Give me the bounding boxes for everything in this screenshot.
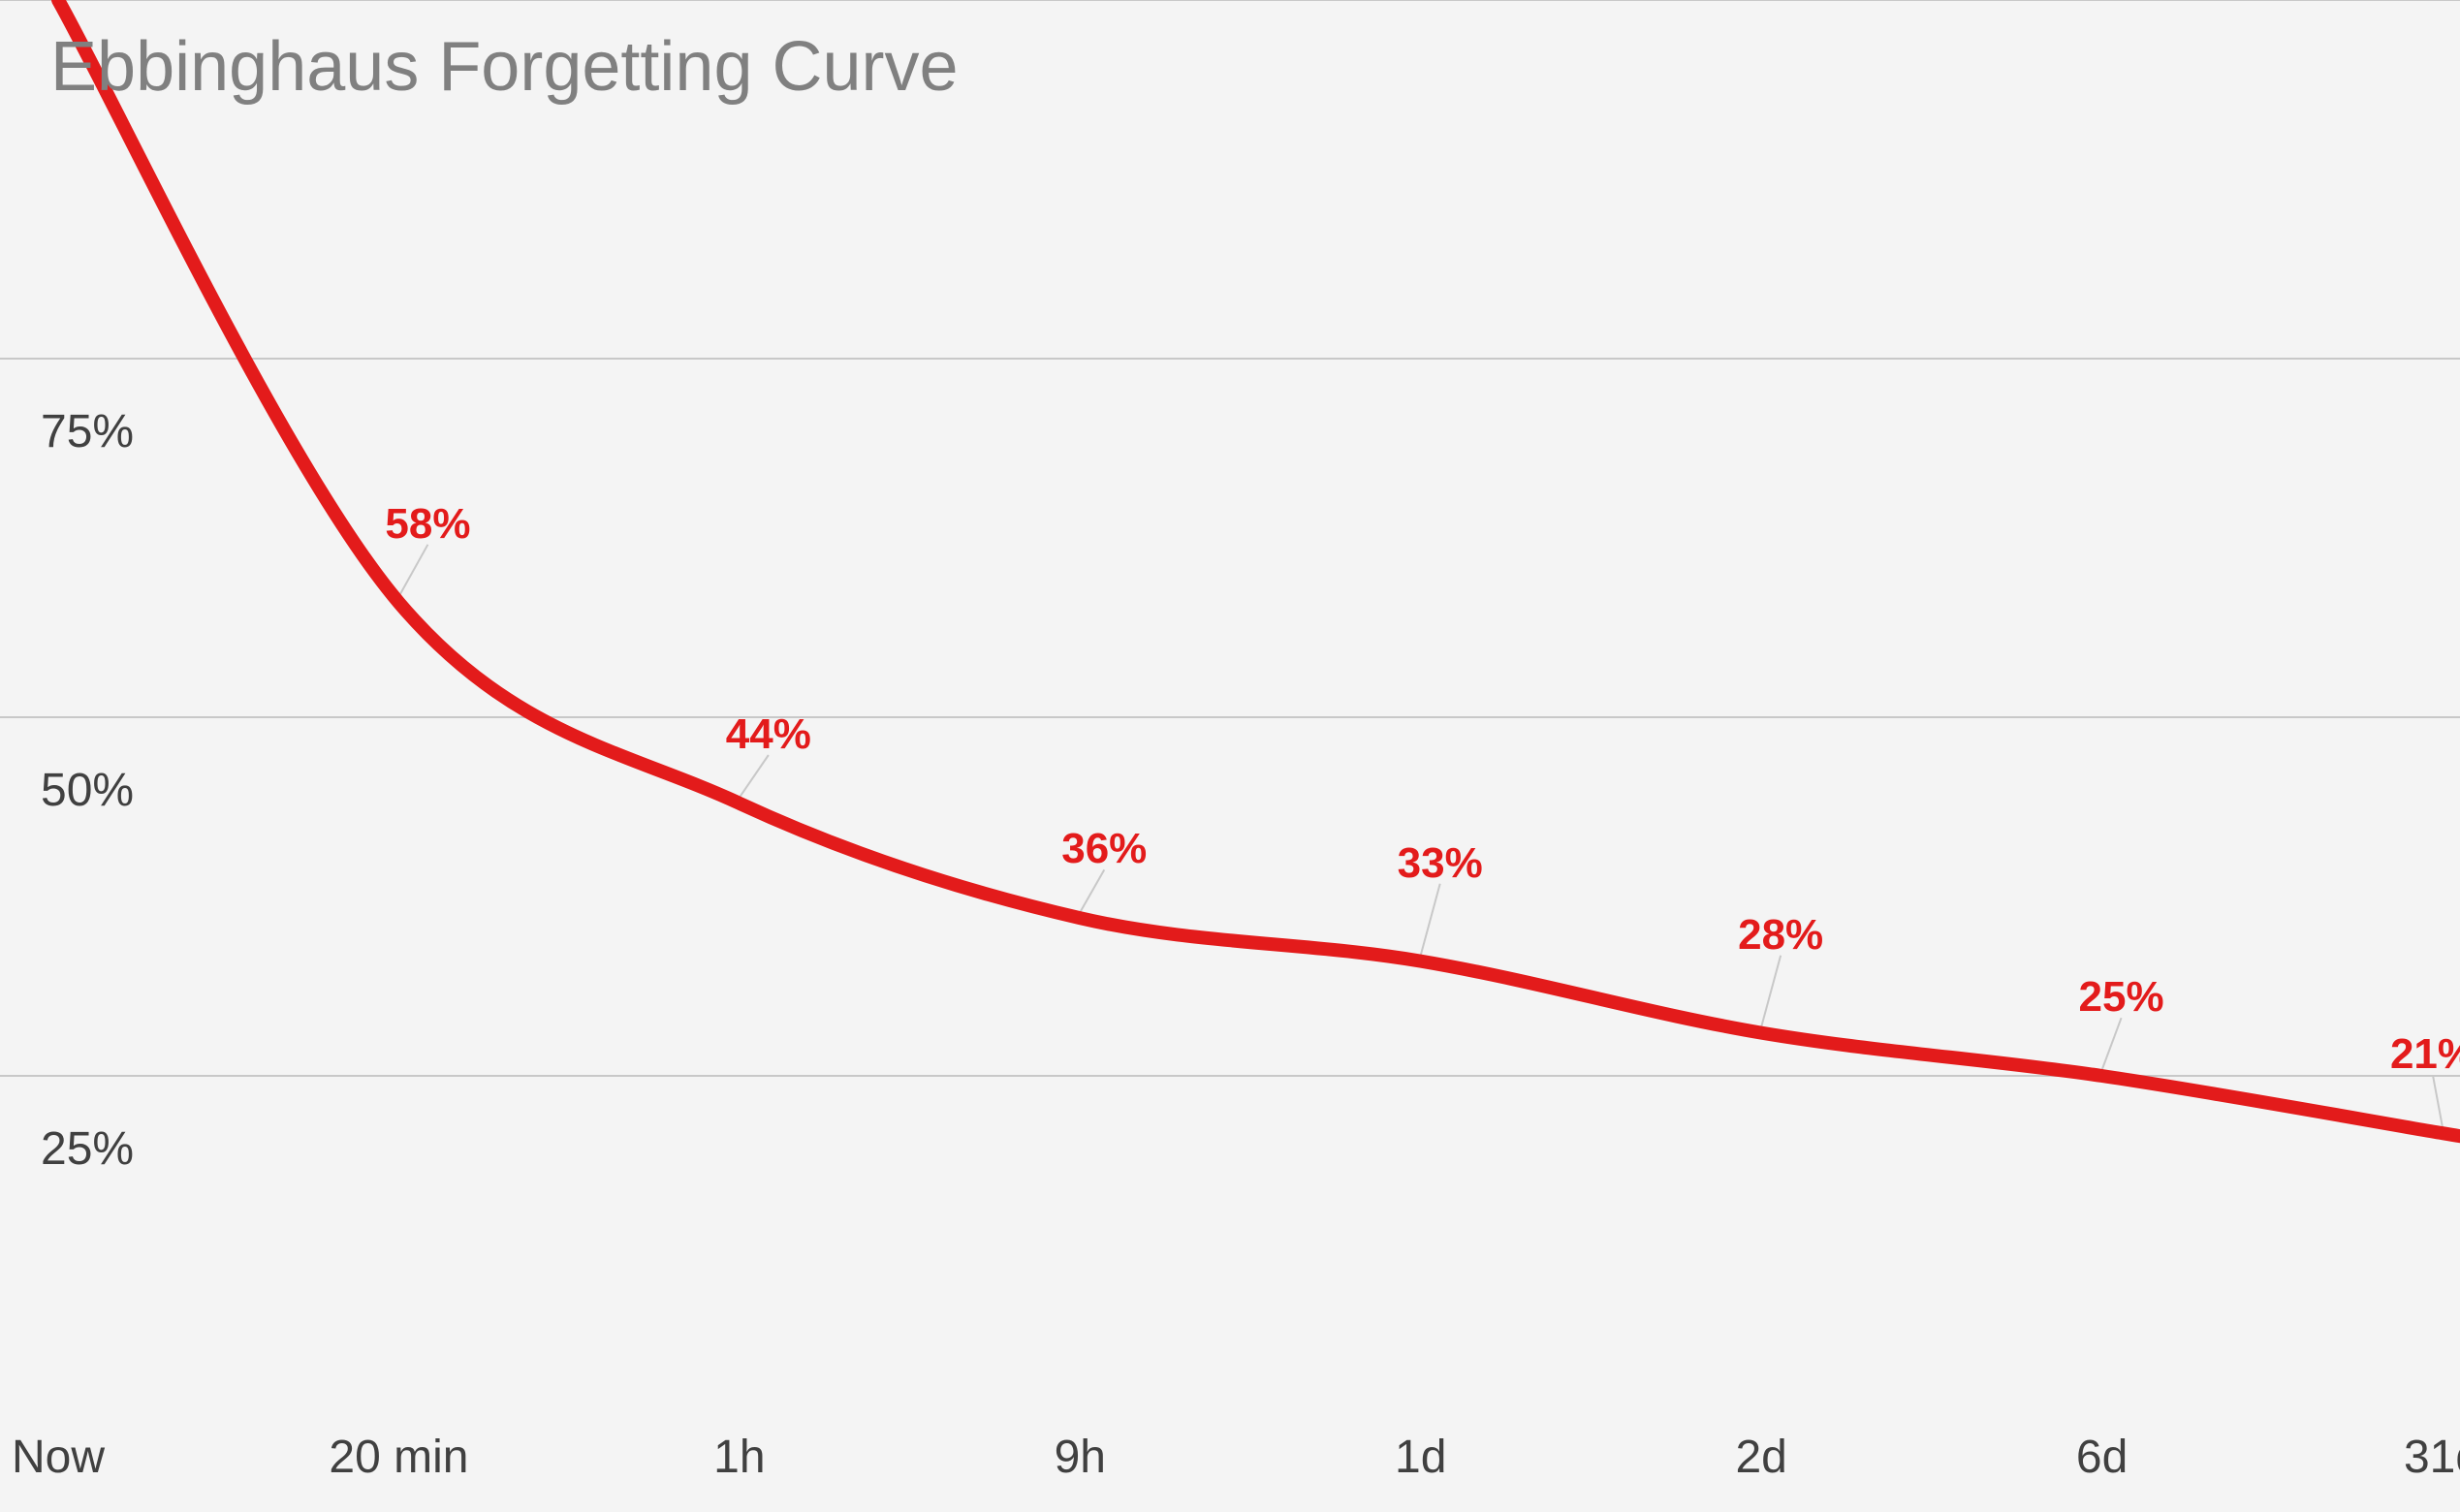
- x-axis-label: 6d: [2076, 1431, 2128, 1484]
- x-axis-label: 31d: [2404, 1431, 2460, 1484]
- data-label-connector: [398, 545, 427, 597]
- x-axis-label: Now: [12, 1431, 105, 1484]
- data-label-connector: [1421, 884, 1440, 956]
- x-axis-label: 9h: [1055, 1431, 1106, 1484]
- data-label: 28%: [1738, 911, 1823, 960]
- forgetting-curve-chart: [0, 0, 2460, 1512]
- y-axis-label: 50%: [41, 764, 134, 817]
- x-axis-label: 2d: [1735, 1431, 1786, 1484]
- data-label: 33%: [1398, 839, 1483, 888]
- x-axis-label: 1d: [1395, 1431, 1446, 1484]
- data-label-connector: [740, 755, 769, 798]
- data-label-connector: [1080, 869, 1104, 912]
- y-axis-label: 25%: [41, 1122, 134, 1176]
- data-label-connector: [2433, 1075, 2443, 1127]
- x-axis-label: 1h: [713, 1431, 765, 1484]
- data-label: 25%: [2079, 973, 2164, 1022]
- data-label: 58%: [385, 500, 470, 549]
- chart-title: Ebbinghaus Forgetting Curve: [50, 27, 959, 107]
- y-axis-label: 75%: [41, 405, 134, 458]
- data-label: 36%: [1061, 825, 1147, 873]
- x-axis-label: 20 min: [329, 1431, 468, 1484]
- data-label-connector: [2102, 1018, 2122, 1070]
- data-label-connector: [1761, 956, 1781, 1027]
- data-label: 21%: [2390, 1030, 2460, 1079]
- forgetting-curve-line: [58, 0, 2460, 1140]
- data-label: 44%: [726, 710, 811, 759]
